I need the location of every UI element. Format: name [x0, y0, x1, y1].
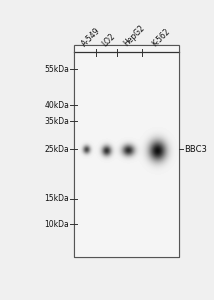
Text: 35kDa: 35kDa: [44, 117, 69, 126]
Text: K-562: K-562: [151, 26, 172, 48]
Bar: [74, 45, 179, 256]
Text: BBC3: BBC3: [184, 145, 207, 154]
Text: A-549: A-549: [80, 26, 102, 48]
Text: 25kDa: 25kDa: [44, 145, 69, 154]
Text: HepG2: HepG2: [122, 23, 147, 48]
Text: 40kDa: 40kDa: [44, 101, 69, 110]
Text: 10kDa: 10kDa: [44, 220, 69, 229]
Bar: [74, 45, 179, 256]
Text: 15kDa: 15kDa: [44, 194, 69, 203]
Text: LO2: LO2: [100, 31, 117, 48]
Text: 55kDa: 55kDa: [44, 65, 69, 74]
